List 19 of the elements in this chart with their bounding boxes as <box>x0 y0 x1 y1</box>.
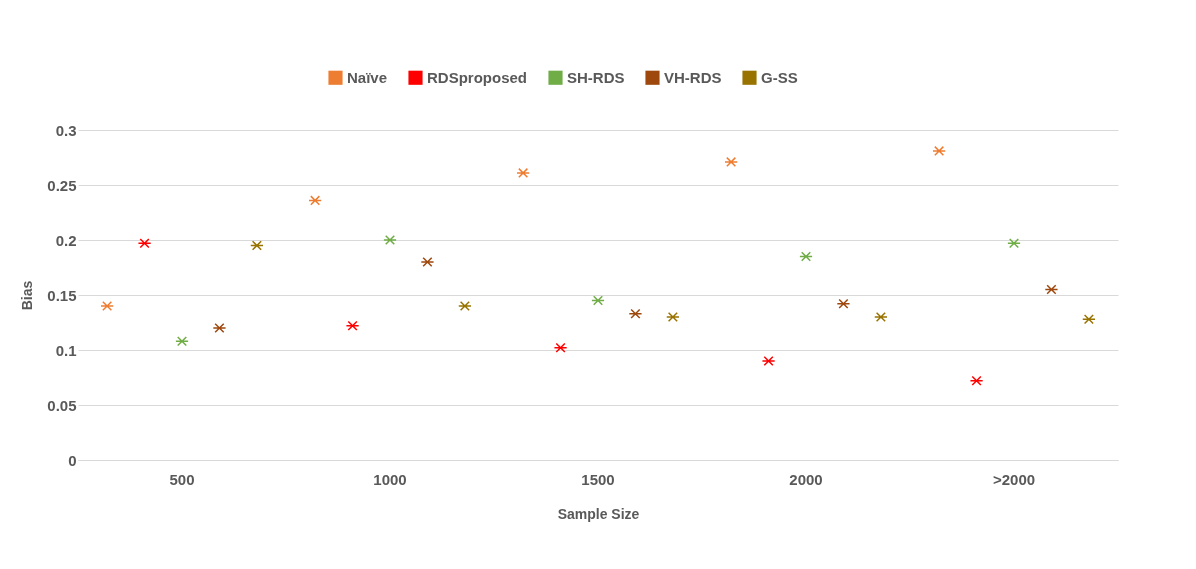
y-tick-label: 0.05 <box>47 396 77 414</box>
x-tick-label: 1500 <box>581 470 615 488</box>
x-axis-title: Sample Size <box>557 505 640 522</box>
y-tick-label: 0.1 <box>55 341 77 359</box>
y-tick-label: 0.15 <box>47 286 77 304</box>
legend-label: Naïve <box>347 68 388 86</box>
legend-label: RDSproposed <box>427 68 528 86</box>
y-tick-label: 0.25 <box>47 176 77 194</box>
y-tick-label: 0.2 <box>55 231 77 249</box>
legend-label: G-SS <box>761 68 798 86</box>
x-tick-label: 500 <box>169 470 195 488</box>
y-tick-label: 0 <box>68 451 77 469</box>
x-tick-label: >2000 <box>992 470 1036 488</box>
legend-label: VH-RDS <box>664 68 722 86</box>
x-tick-label: 1000 <box>373 470 407 488</box>
y-tick-label: 0.3 <box>55 121 77 139</box>
legend-label: SH-RDS <box>567 68 625 86</box>
x-tick-label: 2000 <box>789 470 823 488</box>
y-axis-title: Bias <box>19 280 36 311</box>
